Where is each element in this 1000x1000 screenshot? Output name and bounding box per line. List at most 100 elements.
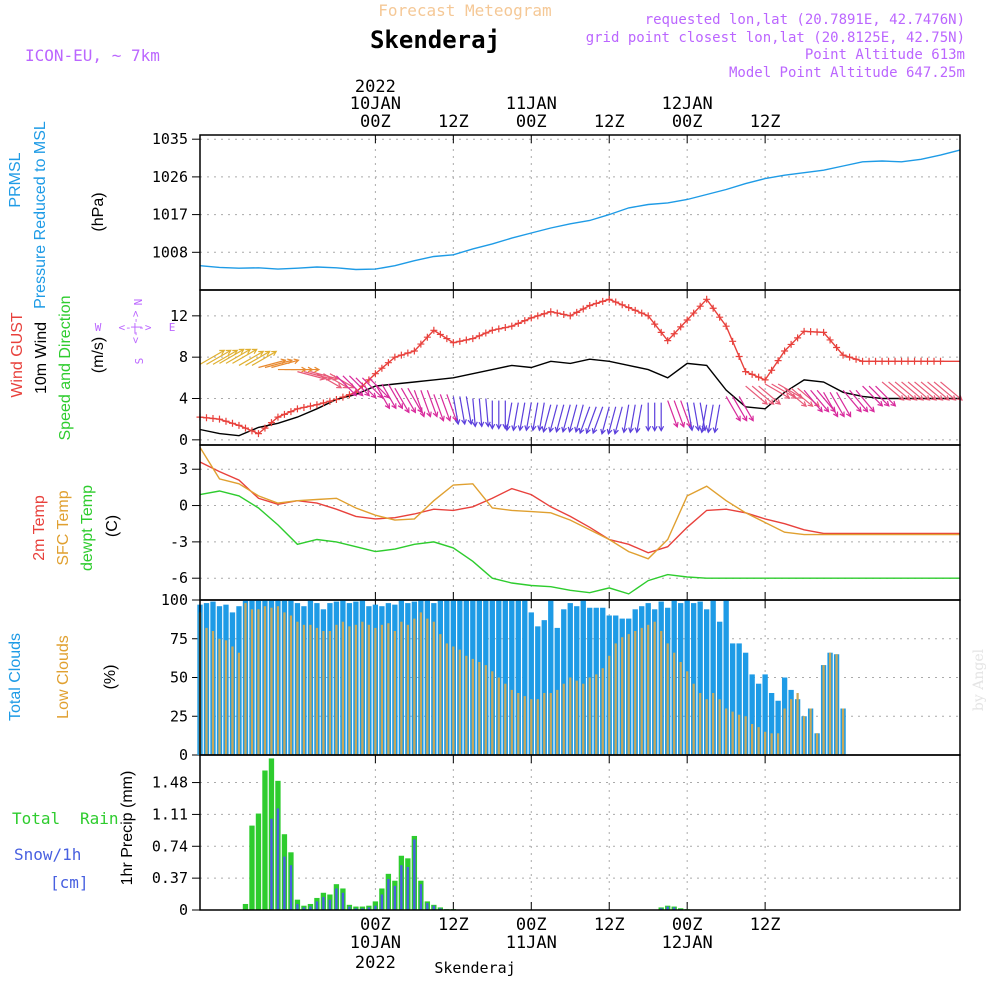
wind-direction-arrow <box>532 402 539 431</box>
low-cloud-bar <box>445 643 448 755</box>
gust-marker <box>430 326 438 334</box>
low-cloud-bar <box>224 640 228 755</box>
total-cloud-bar <box>768 693 775 755</box>
wind-arrow-head <box>600 428 606 436</box>
wind-direction-arrow <box>579 406 591 434</box>
wind-direction-arrow <box>732 396 748 421</box>
gust-marker <box>488 326 496 334</box>
low-cloud-bar <box>647 624 650 755</box>
wind-arrow-head <box>814 401 821 407</box>
snow-unit-label: [cm] <box>50 873 89 892</box>
wind-arrow-head <box>293 358 300 365</box>
wind-arrow-head <box>742 415 748 422</box>
total-rain-label-2: Rain <box>80 809 119 828</box>
snow-bar <box>328 899 332 910</box>
gust-marker <box>462 336 470 344</box>
low-cloud-bar <box>556 689 559 755</box>
top-time-tick-label: 00Z <box>360 112 391 132</box>
snow-bar <box>341 892 345 910</box>
wind-arrow-head <box>384 403 391 410</box>
low-cloud-bar <box>712 693 715 755</box>
wind-direction-arrow <box>368 377 390 399</box>
y-tick-label: -6 <box>170 569 188 587</box>
snow-bar <box>361 908 364 910</box>
low-cloud-bar <box>744 716 747 755</box>
wind-direction-arrow <box>465 396 472 425</box>
low-cloud-bar <box>380 624 383 755</box>
y-tick-label: 0.37 <box>152 869 188 887</box>
snow-bar <box>309 906 312 910</box>
low-cloud-bar <box>822 665 825 755</box>
low-cloud-bar <box>673 652 676 755</box>
low-cloud-bar <box>569 677 572 755</box>
wind-arrow-head <box>397 403 404 410</box>
total-cloud-bar <box>755 683 762 755</box>
wind-direction-arrow <box>927 381 950 401</box>
wind-direction-arrow <box>914 381 937 401</box>
gust-marker <box>319 399 327 407</box>
gust-marker <box>722 322 730 330</box>
wind-arrow-head <box>524 425 531 432</box>
compass-north: N <box>132 299 145 306</box>
low-cloud-bar <box>211 631 215 755</box>
top-time-tick-label: 00Z <box>672 112 703 132</box>
gust-marker <box>761 376 769 384</box>
low-cloud-bar <box>328 631 332 755</box>
wind-arrow-head <box>432 411 439 418</box>
gust-marker <box>618 301 626 309</box>
temp-unit: (C) <box>104 515 121 537</box>
wind-arrow-head <box>370 392 377 399</box>
gust-marker <box>872 357 880 365</box>
gust-marker <box>800 327 808 335</box>
dewpt-ylabel: dewpt Temp <box>79 485 96 571</box>
snow-bar <box>322 897 325 910</box>
total-cloud-bar <box>704 609 710 755</box>
low-cloud-bar <box>432 621 435 755</box>
low-cloud-bar <box>393 631 396 755</box>
wind-arrow-head <box>943 395 950 401</box>
wind-direction-arrow <box>586 406 597 434</box>
gust-marker <box>599 297 607 305</box>
wind-direction-arrow <box>842 389 862 413</box>
gust-marker <box>495 325 503 333</box>
top-time-tick-label: 12Z <box>438 112 469 132</box>
wind-arrow-head <box>833 411 839 418</box>
y-tick-label: 75 <box>170 630 188 648</box>
wind-direction-arrow <box>472 398 476 427</box>
total-cloud-bar <box>736 643 742 755</box>
wind-direction-arrow <box>693 402 700 431</box>
low-cloud-bar <box>783 708 786 755</box>
low-cloud-bar <box>608 655 611 755</box>
wind-direction-arrow <box>542 404 552 432</box>
low-cloud-bar <box>718 699 721 755</box>
bottom-date-tick-label: 10JAN <box>350 933 401 953</box>
gust-marker <box>540 310 548 318</box>
wind-arrow-head <box>484 421 491 428</box>
wind-direction-arrow <box>310 371 338 380</box>
y-tick-label: -3 <box>170 533 188 551</box>
gust-marker <box>651 320 659 328</box>
pressure-panel <box>192 134 961 291</box>
gust-marker <box>501 324 509 332</box>
wind-direction-arrow <box>751 385 774 405</box>
gridpoint-coords: grid point closest lon,lat (20.8125E, 42… <box>586 30 965 46</box>
low-cloud-bar <box>387 623 390 755</box>
gust-marker <box>384 359 392 367</box>
wind-direction-arrow <box>758 385 781 405</box>
y-tick-label: 0 <box>179 901 188 919</box>
bottom-year-label: 2022 <box>355 953 396 973</box>
wind-arrow-head <box>823 406 830 413</box>
wind-direction-arrow <box>686 402 693 431</box>
wind-direction-arrow <box>525 402 532 431</box>
gust-marker <box>690 309 698 317</box>
low-cloud-bar <box>283 612 286 755</box>
snow-label: Snow/1h <box>14 845 81 864</box>
wind-arrow-head <box>445 415 452 422</box>
bottom-time-tick-label: 00Z <box>672 915 703 935</box>
wind-direction-arrow <box>836 391 852 417</box>
gust-marker <box>670 330 678 338</box>
wind-arrow-head <box>419 411 426 418</box>
wind-arrow-head <box>856 406 862 413</box>
wind-direction-arrow <box>199 349 225 365</box>
wind-arrow-head <box>478 421 485 428</box>
